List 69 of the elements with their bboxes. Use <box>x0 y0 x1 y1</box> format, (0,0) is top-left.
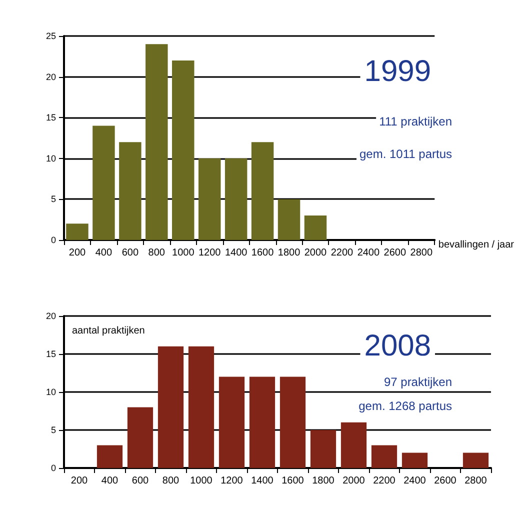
x-tick-label: 1200 <box>220 476 244 486</box>
x-tick-label: 2200 <box>373 476 396 486</box>
x-tick-label: 600 <box>122 248 139 258</box>
x-tick-label: 1600 <box>251 248 274 258</box>
bar <box>188 346 214 468</box>
bar <box>462 452 489 468</box>
y-tick-label: 0 <box>50 235 56 245</box>
y-tick-label: 10 <box>46 153 56 164</box>
annotation: gem. 1268 partus <box>358 399 452 414</box>
x-tick-label: 1000 <box>190 476 213 486</box>
x-tick-label: 1600 <box>282 476 304 486</box>
y-tick-label: 5 <box>50 194 56 204</box>
x-tick-label: 800 <box>162 476 180 486</box>
x-tick-label: 2800 <box>464 476 488 486</box>
bar <box>158 346 184 468</box>
x-tick-label: 2400 <box>357 248 380 258</box>
y-axis-title: aantal praktijken <box>72 326 145 336</box>
bar <box>92 126 115 240</box>
bar <box>278 199 300 240</box>
bar <box>119 142 142 240</box>
bar <box>218 376 245 468</box>
x-tick-label: 200 <box>68 248 86 258</box>
bar <box>96 445 123 468</box>
bar <box>340 422 367 468</box>
bar <box>198 158 221 240</box>
bar <box>127 407 154 468</box>
y-tick-label: 5 <box>50 425 56 435</box>
y-tick-label: 20 <box>46 72 56 82</box>
bar <box>304 216 327 240</box>
annotation: 111 praktijken <box>379 114 452 129</box>
bar <box>402 452 428 468</box>
x-tick-label: 1400 <box>224 248 248 258</box>
x-tick-label: 400 <box>101 476 119 486</box>
bar <box>146 44 168 240</box>
y-tick-label: 10 <box>46 387 56 397</box>
y-tick-label: 20 <box>46 311 56 321</box>
y-tick-label: 25 <box>46 31 56 41</box>
x-tick-label: 800 <box>148 248 166 258</box>
x-tick-label: 1800 <box>312 476 335 486</box>
bar <box>371 445 398 468</box>
text: 1999 <box>364 54 432 88</box>
x-tick-label: 2600 <box>434 476 457 486</box>
x-tick-label: 600 <box>132 476 150 486</box>
bar <box>251 142 274 240</box>
y-tick-label: 0 <box>50 463 56 473</box>
x-tick-label: 2000 <box>304 248 328 258</box>
x-tick-label: 200 <box>70 476 88 486</box>
x-tick-label: 1000 <box>172 248 195 258</box>
x-tick-label: 2400 <box>404 476 426 486</box>
x-tick-label: 400 <box>95 248 112 258</box>
x-tick-label: 1200 <box>198 248 222 258</box>
bar <box>224 158 248 240</box>
x-tick-label: 2600 <box>384 248 406 258</box>
y-tick-label: 15 <box>46 349 56 359</box>
bar <box>66 224 88 240</box>
x-tick-label: 1800 <box>278 248 301 258</box>
x-tick-label: 2000 <box>342 476 366 486</box>
bar <box>310 430 336 468</box>
x-tick-label: 2800 <box>410 248 433 258</box>
x-tick-label: 2200 <box>330 248 354 258</box>
bar <box>172 60 194 240</box>
bar <box>280 376 306 468</box>
y-tick-label: 15 <box>46 112 56 123</box>
annotation: 97 praktijken <box>384 374 452 389</box>
x-axis-title: bevallingen / jaar <box>438 240 515 250</box>
bar <box>249 376 276 468</box>
x-tick-label: 1400 <box>251 476 274 486</box>
text: 2008 <box>364 330 432 363</box>
annotation: gem. 1011 partus <box>360 147 452 162</box>
